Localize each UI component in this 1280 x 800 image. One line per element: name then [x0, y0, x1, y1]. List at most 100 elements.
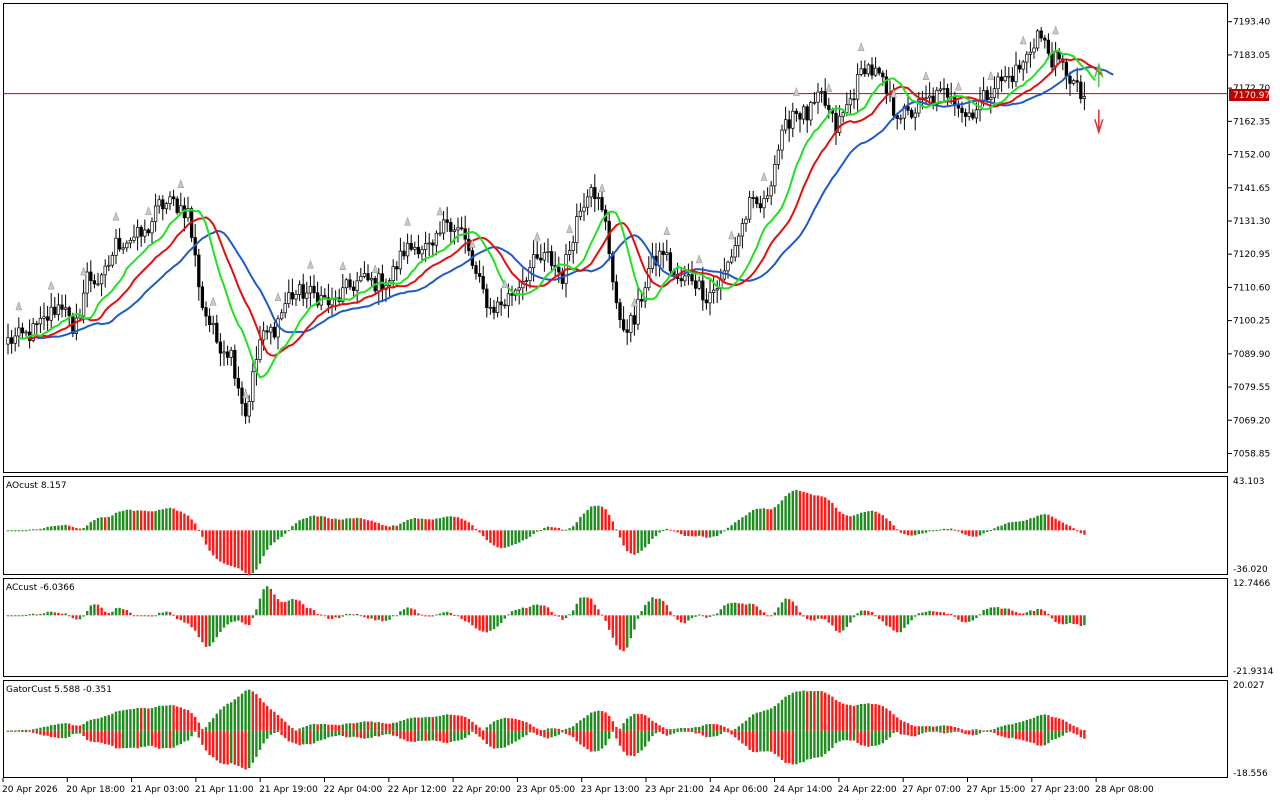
gator-upper-bar: [485, 727, 488, 731]
ac-bar: [935, 611, 938, 616]
ao-bar: [957, 530, 960, 532]
ao-bar: [1011, 522, 1014, 531]
ao-bar: [867, 511, 870, 531]
ao-bar: [658, 530, 661, 533]
ac-histogram: [6, 586, 1086, 652]
gator-upper-bar: [381, 722, 384, 731]
gator-upper-bar: [723, 726, 726, 731]
gator-lower-bar: [68, 730, 71, 737]
bull-candle-body: [81, 292, 86, 317]
bull-candle-body: [99, 274, 104, 285]
gator-lower-bar: [852, 730, 856, 741]
ac-bar: [410, 608, 413, 616]
ao-bar: [770, 509, 773, 531]
bull-candle-body: [423, 243, 428, 250]
ao-bar: [32, 529, 35, 531]
gator-upper-bar: [795, 691, 798, 731]
ao-bar: [906, 530, 910, 536]
ao-bar: [273, 530, 276, 543]
gator-upper-bar: [716, 724, 719, 731]
ao-y-max-label: 43.103: [1233, 477, 1265, 487]
gator-upper-bar: [701, 725, 704, 731]
gator-upper-bar: [262, 702, 265, 731]
gator-upper-bar: [50, 725, 53, 731]
gator-upper-bar: [1014, 722, 1018, 731]
ao-bar: [86, 525, 89, 531]
gator-upper-bar: [302, 727, 305, 731]
gator-lower-bar: [510, 730, 514, 744]
ac-bar: [633, 615, 636, 630]
gator-lower-bar: [467, 730, 470, 736]
ac-bar: [863, 610, 866, 616]
ac-bar: [791, 601, 794, 616]
candle: [452, 224, 457, 245]
gator-lower-bar: [168, 730, 172, 749]
ao-bar: [960, 530, 964, 534]
gator-upper-bar: [474, 724, 478, 731]
ac-bar: [6, 615, 10, 617]
ac-bar: [604, 615, 607, 621]
ao-bar: [806, 492, 809, 531]
ao-bar: [194, 523, 197, 531]
gator-upper-bar: [82, 724, 85, 731]
gator-upper-bar: [1050, 716, 1054, 731]
gator-upper-bar: [248, 689, 251, 731]
ac-bar: [600, 614, 604, 616]
gator-upper-bar: [834, 700, 838, 731]
gator-upper-bar: [734, 728, 737, 731]
gator-lower-bar: [543, 730, 546, 738]
gator-lower-bar: [46, 730, 49, 736]
gator-upper-bar: [914, 726, 917, 731]
ac-bar: [676, 615, 679, 620]
ac-bar: [611, 615, 614, 638]
ac-bar: [28, 614, 31, 616]
gator-lower-bar: [327, 730, 330, 738]
gator-upper-bar: [356, 722, 359, 731]
candle: [409, 234, 413, 252]
gator-upper-bar: [662, 727, 665, 731]
gator-upper-bar: [651, 720, 654, 731]
candle: [218, 333, 223, 366]
candle: [269, 323, 273, 345]
candle: [971, 109, 975, 121]
ac-bar: [136, 615, 139, 617]
candle: [863, 60, 867, 77]
gator-upper-bar: [140, 708, 143, 731]
gator-lower-bar: [611, 730, 614, 732]
candle: [823, 78, 827, 109]
candle: [582, 193, 586, 221]
bear-candle-body: [535, 254, 539, 259]
candle: [53, 297, 57, 318]
price-tick-label: 7058.85: [1233, 449, 1270, 459]
ao-bar: [831, 502, 834, 531]
ac-bar: [24, 614, 28, 616]
gator-upper-bar: [176, 706, 179, 731]
gator-lower-bar: [910, 730, 913, 737]
bull-candle-body: [686, 274, 691, 277]
ac-bar: [251, 615, 254, 618]
gator-lower-bar: [258, 730, 262, 750]
gator-lower-bar: [1068, 730, 1072, 732]
gator-lower-bar: [683, 730, 686, 732]
gator-upper-bar: [989, 729, 992, 731]
bear-candle-body: [611, 253, 615, 283]
ao-bar: [690, 530, 694, 537]
gator-lower-bar: [366, 730, 370, 739]
price-tick-label: 7069.20: [1233, 416, 1270, 426]
ao-bar: [158, 509, 161, 531]
ac-bar: [878, 615, 881, 620]
candle: [135, 219, 140, 251]
gator-lower-bar: [345, 730, 348, 738]
gator-lower-bar: [251, 730, 254, 763]
gator-lower-bar: [924, 730, 928, 733]
ao-bar: [212, 530, 215, 556]
fractal-up-icon: [1019, 35, 1027, 45]
gator-upper-bar: [867, 703, 870, 731]
ac-bar: [201, 615, 204, 643]
ao-bar: [82, 527, 85, 531]
candle: [679, 267, 683, 288]
ac-bar: [899, 615, 902, 633]
candle: [1075, 67, 1079, 93]
gator-lower-bar: [1079, 730, 1082, 738]
bear-candle-body: [877, 67, 881, 74]
